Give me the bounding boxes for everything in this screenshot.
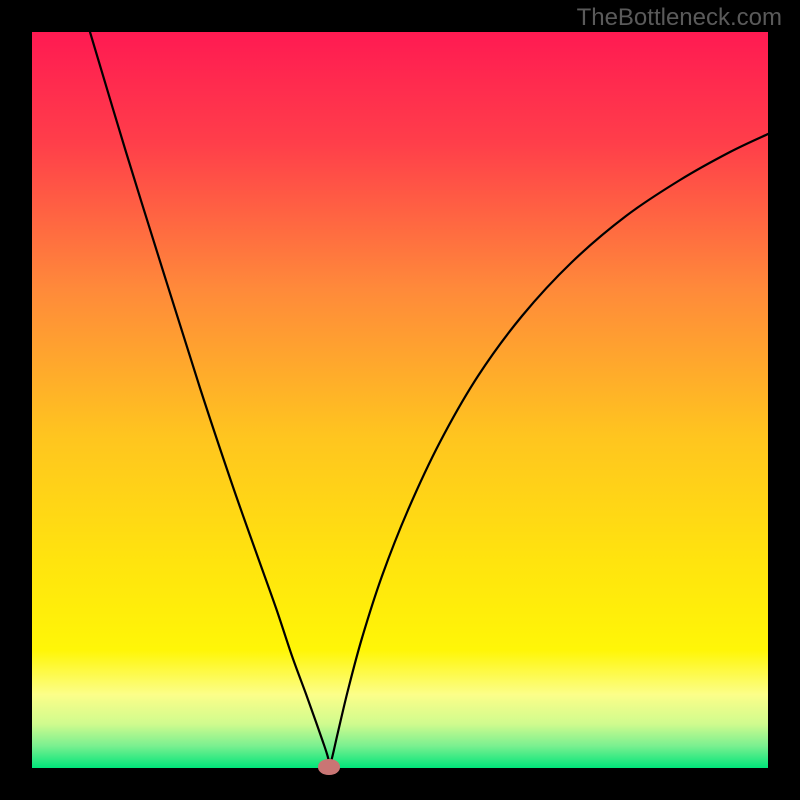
plot-background-gradient [32, 32, 768, 768]
optimum-marker [318, 759, 340, 775]
watermark-text: TheBottleneck.com [577, 4, 782, 32]
chart-stage: TheBottleneck.com [0, 0, 800, 800]
